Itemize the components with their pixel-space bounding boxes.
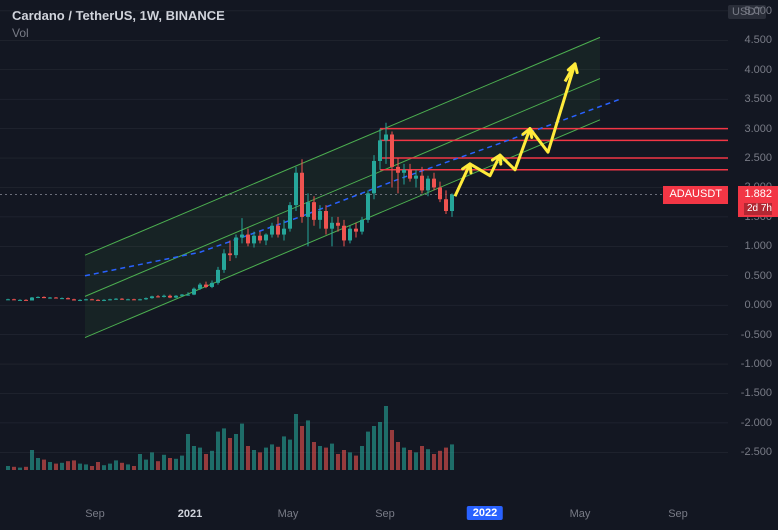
y-tick-label: -1.000	[741, 358, 772, 370]
x-tick-label: 2022	[467, 506, 503, 520]
y-tick-label: 4.000	[744, 64, 772, 76]
chart-area[interactable]: Cardano / TetherUS, 1W, BINANCE Vol	[0, 0, 728, 500]
price-badge: 1.882 2d 7h	[738, 186, 778, 216]
y-tick-label: 1.000	[744, 240, 772, 252]
x-tick-label: Sep	[668, 508, 688, 520]
x-axis: Sep 2021 May Sep 2022 May Sep	[0, 500, 728, 530]
x-tick-label: 2021	[178, 508, 202, 520]
y-tick-label: -2.500	[741, 446, 772, 458]
y-tick-label: 3.000	[744, 123, 772, 135]
chart-svg	[0, 0, 728, 500]
current-price: 1.882	[744, 188, 772, 201]
x-tick-label: Sep	[375, 508, 395, 520]
x-tick-label: May	[278, 508, 299, 520]
symbol-badge: ADAUSDT	[663, 186, 728, 203]
y-tick-label: 5.000	[744, 5, 772, 17]
x-tick-label: May	[570, 508, 591, 520]
y-tick-label: 2.500	[744, 152, 772, 164]
y-tick-label: -2.000	[741, 417, 772, 429]
y-tick-label: 0.000	[744, 299, 772, 311]
y-tick-label: 0.500	[744, 270, 772, 282]
y-tick-label: 4.500	[744, 34, 772, 46]
y-tick-label: -0.500	[741, 329, 772, 341]
countdown: 2d 7h	[744, 203, 772, 215]
y-axis: 5.0004.5004.0003.5003.0002.5002.0001.500…	[728, 0, 778, 500]
y-tick-label: -1.500	[741, 387, 772, 399]
y-tick-label: 3.500	[744, 93, 772, 105]
x-tick-label: Sep	[85, 508, 105, 520]
